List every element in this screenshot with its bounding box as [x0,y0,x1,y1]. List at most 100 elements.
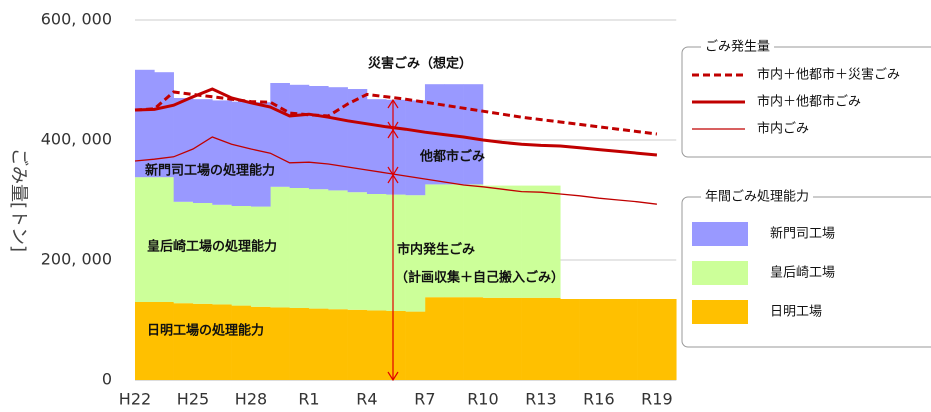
capacity-bar [482,297,503,380]
capacity-bar [212,304,232,380]
y-tick-label: 200, 000 [41,250,112,269]
capacity-bar [366,310,387,380]
legend-label: 市内ごみ [757,121,809,137]
capacity-bar [444,297,464,380]
capacity-bar [405,100,426,196]
capacity-bar [579,299,600,380]
capacity-bar [328,190,348,310]
capacity-bar [386,194,406,311]
capacity-bar [308,86,329,190]
annotation: 市内発生ごみ [397,242,475,258]
capacity-bar [502,297,522,380]
legend-title-bg [701,188,814,205]
capacity-bar [212,100,232,205]
capacity-bar [289,308,310,380]
labels: 0 200, 000 400, 000 600, 000 H22 H25 H28 R1 R4 R7… [41,10,673,409]
capacity-bar [289,188,310,308]
legend-title: 年間ごみ処理能力 [705,189,809,205]
legend-box [681,46,931,158]
legend-label: 新門司工場 [770,226,835,242]
arrow-head [387,173,399,184]
capacity-bar [192,303,213,380]
legend-swatch [692,222,748,246]
capacity-bar [347,192,368,310]
capacity-bar [135,302,155,380]
capacity-bar [347,309,368,380]
capacity-bar [154,72,174,178]
annotation: 日明工場の処理能力 [147,323,264,339]
arrow-head [387,128,399,139]
annotation: 他都市ごみ [419,149,485,165]
y-tick-label: 0 [102,370,112,389]
capacity-bar [540,297,561,380]
capacity-bar [308,189,329,309]
capacity-bar [154,302,174,380]
capacity-bar [540,185,561,298]
arrow-head [387,371,399,382]
capacity-bar [463,297,484,380]
arrow-head [387,98,399,109]
x-tick-label: H28 [235,390,267,409]
arrow [387,98,399,382]
capacity-bar [618,299,638,380]
capacity-bar [173,201,194,304]
capacity-bar [386,99,406,195]
y-tick-label: 600, 000 [41,10,112,29]
capacity-bar [270,186,290,308]
capacity-bar [328,309,348,380]
capacity-bar [521,185,542,298]
legend-label: 日明工場 [770,305,822,320]
capacity-bar [328,87,348,191]
x-tick-label: R13 [525,390,556,409]
x-tick-label: R10 [467,390,498,409]
capacity-bar [405,195,426,312]
annotation: 新門司工場の処理能力 [145,163,275,179]
capacity-bar [444,184,464,298]
capacity-bar [424,297,445,380]
capacity-bar [463,84,484,185]
lines [134,87,658,205]
legend-label: 市内＋他都市ごみ [757,94,861,110]
legend-label: 市内＋他都市＋災害ごみ [757,67,900,83]
capacity-bar [366,194,387,311]
legend-swatch [692,300,748,324]
annotation: 皇后崎工場の処理能力 [147,239,277,255]
x-tick-label: R7 [414,390,435,409]
capacity-bar [135,177,155,302]
annotation: 災害ごみ（想定） [368,56,472,72]
capacity-bar [386,311,406,380]
capacity-bar [173,303,194,380]
capacity-bar [250,206,271,307]
x-tick-label: H25 [177,390,209,409]
capacity-bar [231,101,252,206]
capacity-bar [637,299,658,380]
y-axis-label: ごみ量[トン] [8,148,29,252]
capacity-bar [231,206,252,306]
capacity-bar [231,305,252,380]
capacity-bar [289,84,310,188]
capacity-bar [463,184,484,298]
capacity-bar [656,299,677,380]
capacity-bar [482,185,503,298]
line-dashed [134,90,658,136]
capacity-bar [521,297,542,380]
legend-swatch [692,261,748,285]
capacity-bar [347,89,368,193]
x-tick-label: R4 [356,390,377,409]
capacity-bar [270,307,290,380]
capacity-bar [502,185,522,298]
x-tick-label: H22 [119,390,151,409]
capacity-bar [405,311,426,380]
legend-title-bg [701,38,775,55]
capacity-bar [250,306,271,380]
x-tick-label: R16 [583,390,614,409]
legend-label: 皇后崎工場 [770,266,835,281]
capacity-bar [154,177,174,302]
capacity-bar [560,299,580,380]
capacity-bar [598,299,619,380]
capacity-bar [250,102,271,207]
legend-title: ごみ発生量 [705,39,770,55]
capacity-bar [444,84,464,185]
capacity-bar [308,308,329,380]
